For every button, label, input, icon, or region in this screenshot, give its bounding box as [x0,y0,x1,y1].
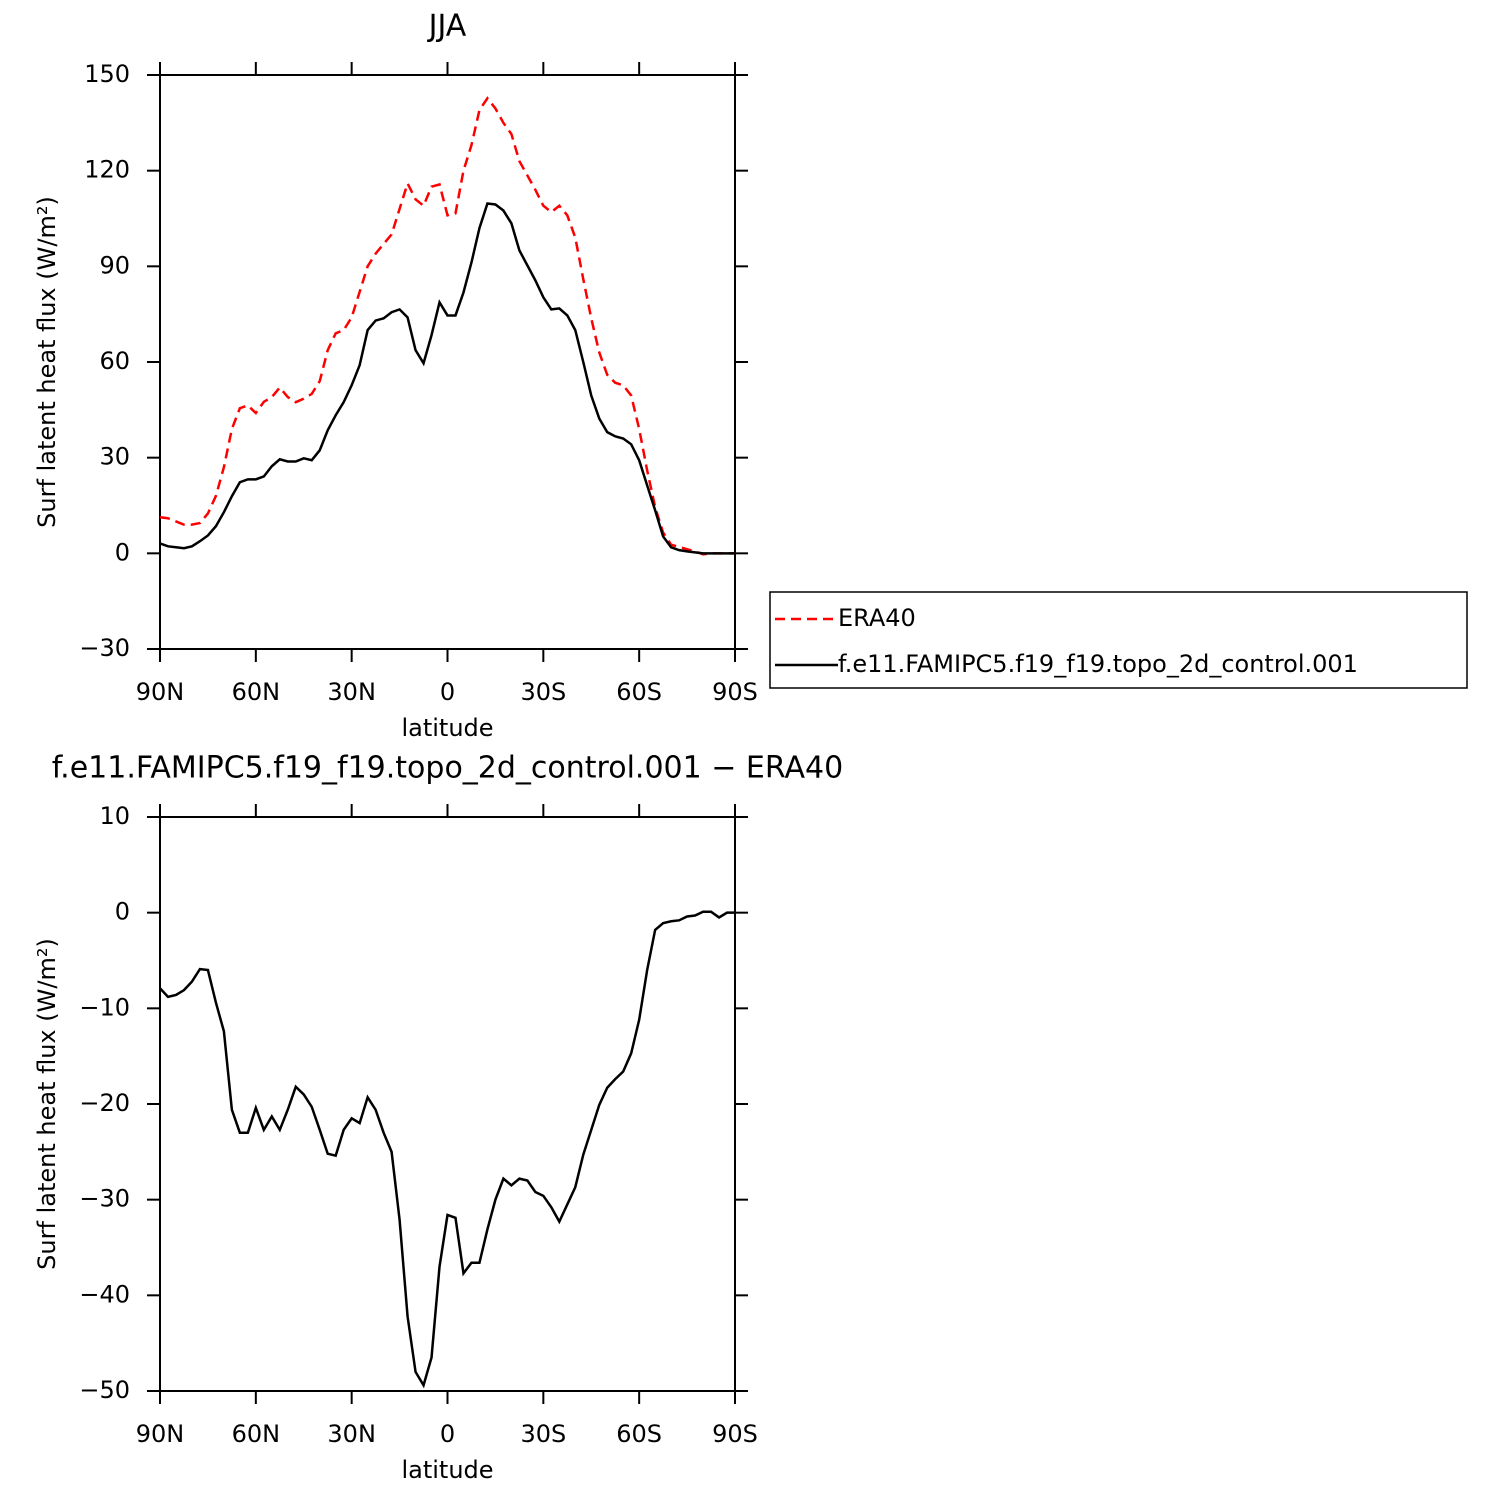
x-tick-label: 90N [136,1420,185,1448]
y-tick-label: −30 [79,1185,130,1213]
x-tick-label: 0 [440,678,455,706]
chart-title: JJA [427,9,467,44]
x-tick-label: 90S [712,678,758,706]
y-tick-label: 60 [99,347,130,375]
x-tick-label: 30S [520,1420,566,1448]
x-tick-label: 60N [232,1420,281,1448]
y-tick-label: 120 [84,156,130,184]
y-tick-label: −20 [79,1089,130,1117]
y-tick-label: −40 [79,1280,130,1308]
y-tick-label: 30 [99,443,130,471]
data-line [159,910,735,1389]
y-axis-label: Surf latent heat flux (W/m²) [33,938,61,1270]
x-tick-label: 30N [327,1420,376,1448]
y-tick-label: −30 [79,634,130,662]
legend-label: f.e11.FAMIPC5.f19_f19.topo_2d_control.00… [838,650,1358,678]
legend-box [769,591,1468,689]
x-tick-label: 60S [616,1420,662,1448]
x-tick-label: 90N [136,678,185,706]
y-tick-label: −50 [79,1376,130,1404]
y-tick-label: −10 [79,993,130,1021]
x-tick-label: 0 [440,1420,455,1448]
y-tick-label: 150 [84,60,130,88]
x-tick-label: 30S [520,678,566,706]
x-axis-label: latitude [401,714,493,742]
data-line [159,202,735,555]
y-tick-label: 90 [99,251,130,279]
chart-title: f.e11.FAMIPC5.f19_f19.topo_2d_control.00… [52,751,843,786]
y-tick-label: 10 [99,802,130,830]
y-tick-label: 0 [115,898,130,926]
data-line [159,96,735,556]
x-tick-label: 90S [712,1420,758,1448]
plot-frame [159,74,736,650]
x-tick-label: 60N [232,678,281,706]
y-axis-label: Surf latent heat flux (W/m²) [33,196,61,528]
legend-label: ERA40 [838,604,916,632]
y-tick-label: 0 [115,538,130,566]
x-tick-label: 30N [327,678,376,706]
x-tick-label: 60S [616,678,662,706]
plot-frame [159,816,736,1392]
x-axis-label: latitude [401,1456,493,1484]
